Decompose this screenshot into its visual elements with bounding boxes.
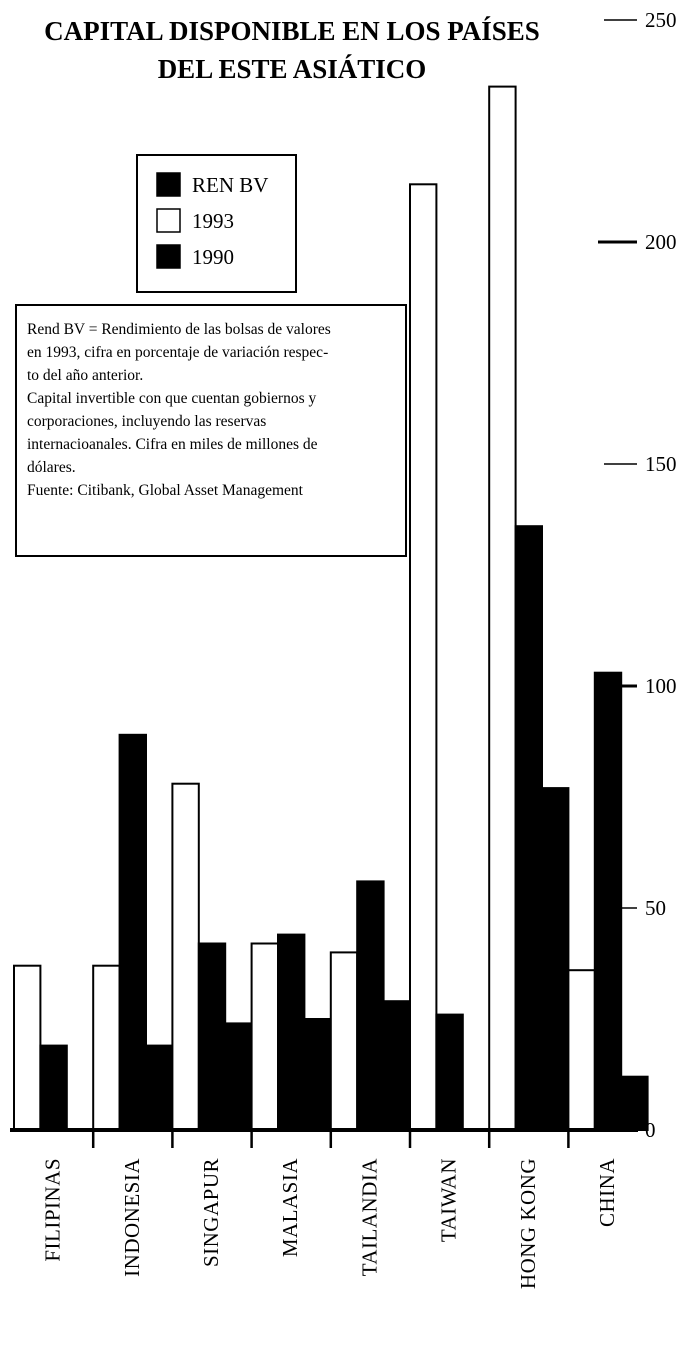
x-category-label: CHINA [595, 1158, 619, 1227]
note-line: Fuente: Citibank, Global Asset Managemen… [27, 482, 303, 499]
y-tick-label: 250 [645, 8, 677, 32]
legend-label-1990: 1990 [192, 245, 234, 269]
chart-title: CAPITAL DISPONIBLE EN LOS PAÍSES DEL EST… [44, 16, 540, 84]
legend-label-ren-bv: REN BV [192, 173, 268, 197]
bar-1990-hong-kong [541, 787, 570, 1131]
bar-ren-bv-hong-kong [514, 525, 543, 1131]
legend-swatch-ren-bv [156, 172, 181, 197]
legend-swatch-1990 [156, 244, 181, 269]
note-line: en 1993, cifra en porcentaje de variació… [27, 344, 329, 361]
note-line: internacioanales. Cifra en miles de mill… [27, 436, 318, 453]
x-category-label: INDONESIA [120, 1158, 144, 1277]
bar-1993-indonesia [92, 964, 121, 1132]
bar-ren-bv-indonesia [118, 733, 147, 1131]
bar-ren-bv-singapur [197, 942, 227, 1131]
x-category-label: MALASIA [278, 1158, 302, 1258]
x-category-label: TAIWAN [437, 1158, 461, 1242]
bar-1993-filipinas [13, 964, 42, 1132]
bar-ren-bv-malasia [277, 933, 306, 1131]
legend-swatch-1993 [156, 208, 181, 233]
y-tick-label: 50 [645, 896, 666, 920]
note-line: dólares. [27, 459, 76, 476]
x-category-label: TAILANDIA [357, 1158, 381, 1277]
bar-ren-bv-taiwan [435, 1013, 464, 1131]
x-category-label: HONG KONG [516, 1158, 540, 1289]
bar-1990-malasia [303, 1018, 332, 1131]
note-line: Rend BV = Rendimiento de las bolsas de v… [27, 321, 331, 338]
chart-title-line-1: CAPITAL DISPONIBLE EN LOS PAÍSES [44, 16, 540, 46]
x-axis: FILIPINAS INDONESIA SINGAPUR MALASIA TAILAND… [10, 1128, 638, 1289]
bar-1993-malasia [250, 942, 280, 1131]
note-line: Capital invertible con que cuentan gobie… [27, 390, 317, 407]
x-category-label: FILIPINAS [41, 1158, 65, 1262]
bar-1993-taiwan [409, 183, 438, 1132]
bar-ren-bv-filipinas [39, 1044, 68, 1131]
note-line: to del año anterior. [27, 367, 144, 384]
bar-1993-tailandia [329, 951, 359, 1132]
y-axis: 0 50 100 150 200 250 [598, 8, 677, 1142]
bar-1993-hong-kong [488, 85, 517, 1132]
y-tick-label: 0 [645, 1118, 656, 1142]
bar-1990-singapur [224, 1022, 253, 1132]
bar-1990-china [620, 1075, 649, 1131]
bar-1993-singapur [171, 782, 200, 1131]
y-tick-label: 200 [645, 230, 677, 254]
bar-1990-tailandia [382, 1000, 412, 1132]
chart-title-line-2: DEL ESTE ASIÁTICO [158, 54, 427, 84]
bar-1993-china [567, 969, 596, 1132]
bar-1990-indonesia [145, 1044, 174, 1131]
legend-label-1993: 1993 [192, 209, 234, 233]
x-category-label: SINGAPUR [199, 1158, 223, 1267]
explanatory-note: Rend BV = Rendimiento de las bolsas de v… [15, 304, 407, 557]
note-line: corporaciones, incluyendo las reservas [27, 413, 267, 430]
legend: REN BV 1993 1990 [136, 154, 297, 293]
bar-ren-bv-china [593, 671, 623, 1131]
bar-ren-bv-tailandia [356, 880, 385, 1132]
y-tick-label: 150 [645, 452, 677, 476]
y-tick-label: 100 [645, 674, 677, 698]
bar-series-group [13, 85, 649, 1132]
